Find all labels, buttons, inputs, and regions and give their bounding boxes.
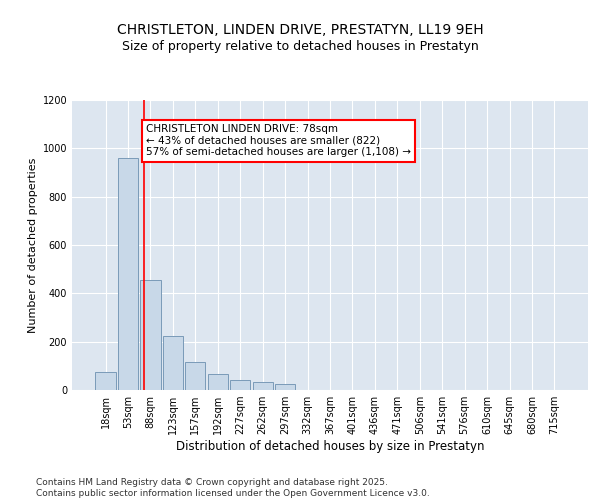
Bar [95,372,116,390]
X-axis label: Distribution of detached houses by size in Prestatyn: Distribution of detached houses by size … [176,440,484,453]
Bar [275,384,295,390]
Text: Size of property relative to detached houses in Prestatyn: Size of property relative to detached ho… [122,40,478,53]
Text: Contains HM Land Registry data © Crown copyright and database right 2025.
Contai: Contains HM Land Registry data © Crown c… [36,478,430,498]
Bar [208,374,228,390]
Bar [140,280,161,390]
Bar [253,382,273,390]
Bar [118,158,138,390]
Y-axis label: Number of detached properties: Number of detached properties [28,158,38,332]
Bar [185,362,205,390]
Bar [230,380,250,390]
Text: CHRISTLETON, LINDEN DRIVE, PRESTATYN, LL19 9EH: CHRISTLETON, LINDEN DRIVE, PRESTATYN, LL… [116,22,484,36]
Bar [163,336,183,390]
Text: CHRISTLETON LINDEN DRIVE: 78sqm
← 43% of detached houses are smaller (822)
57% o: CHRISTLETON LINDEN DRIVE: 78sqm ← 43% of… [146,124,411,158]
